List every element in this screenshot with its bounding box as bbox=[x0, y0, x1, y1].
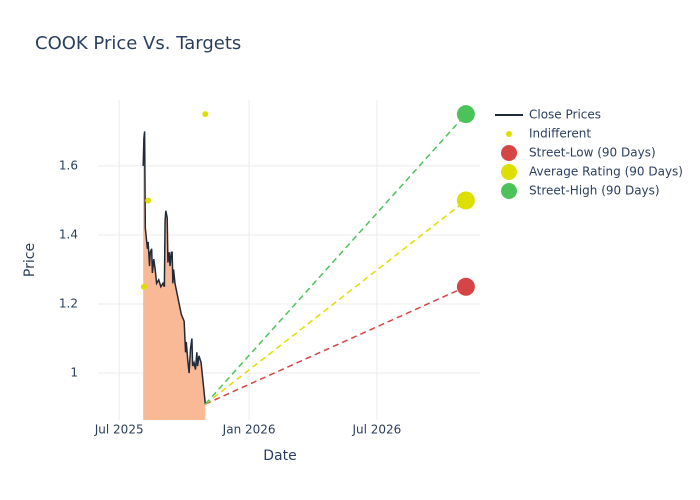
marker bbox=[202, 111, 209, 118]
y-tick-label: 1.6 bbox=[59, 158, 78, 172]
x-tick-label: Jan 2026 bbox=[222, 423, 276, 437]
y-tick-label: 1.4 bbox=[59, 227, 78, 241]
legend-symbol bbox=[501, 183, 517, 199]
legend-label: Close Prices bbox=[529, 108, 601, 122]
area bbox=[143, 131, 206, 421]
legend-symbol bbox=[506, 131, 512, 137]
legend-label: Street-Low (90 Days) bbox=[529, 146, 656, 160]
marker bbox=[145, 197, 152, 204]
x-tick-label: Jul 2025 bbox=[94, 423, 144, 437]
target-marker bbox=[456, 191, 475, 210]
legend-symbol bbox=[501, 164, 517, 180]
marker bbox=[140, 283, 147, 290]
legend-symbol bbox=[501, 145, 517, 161]
price-line bbox=[142, 131, 207, 405]
target-connector bbox=[204, 199, 467, 405]
legend-label: Average Rating (90 Days) bbox=[529, 165, 683, 179]
chart-title: COOK Price Vs. Targets bbox=[35, 33, 241, 54]
x-axis-title: Date bbox=[263, 448, 296, 464]
y-tick-label: 1.2 bbox=[59, 297, 78, 311]
y-axis-title: Price bbox=[22, 243, 38, 277]
legend-label: Street-High (90 Days) bbox=[529, 184, 660, 198]
target-connector bbox=[204, 113, 467, 405]
target-connector bbox=[205, 286, 467, 405]
target-marker bbox=[456, 105, 475, 124]
y-tick-label: 1 bbox=[70, 366, 78, 380]
x-tick-label: Jul 2026 bbox=[351, 423, 401, 437]
legend-label: Indifferent bbox=[529, 127, 591, 141]
target-marker bbox=[456, 277, 475, 296]
